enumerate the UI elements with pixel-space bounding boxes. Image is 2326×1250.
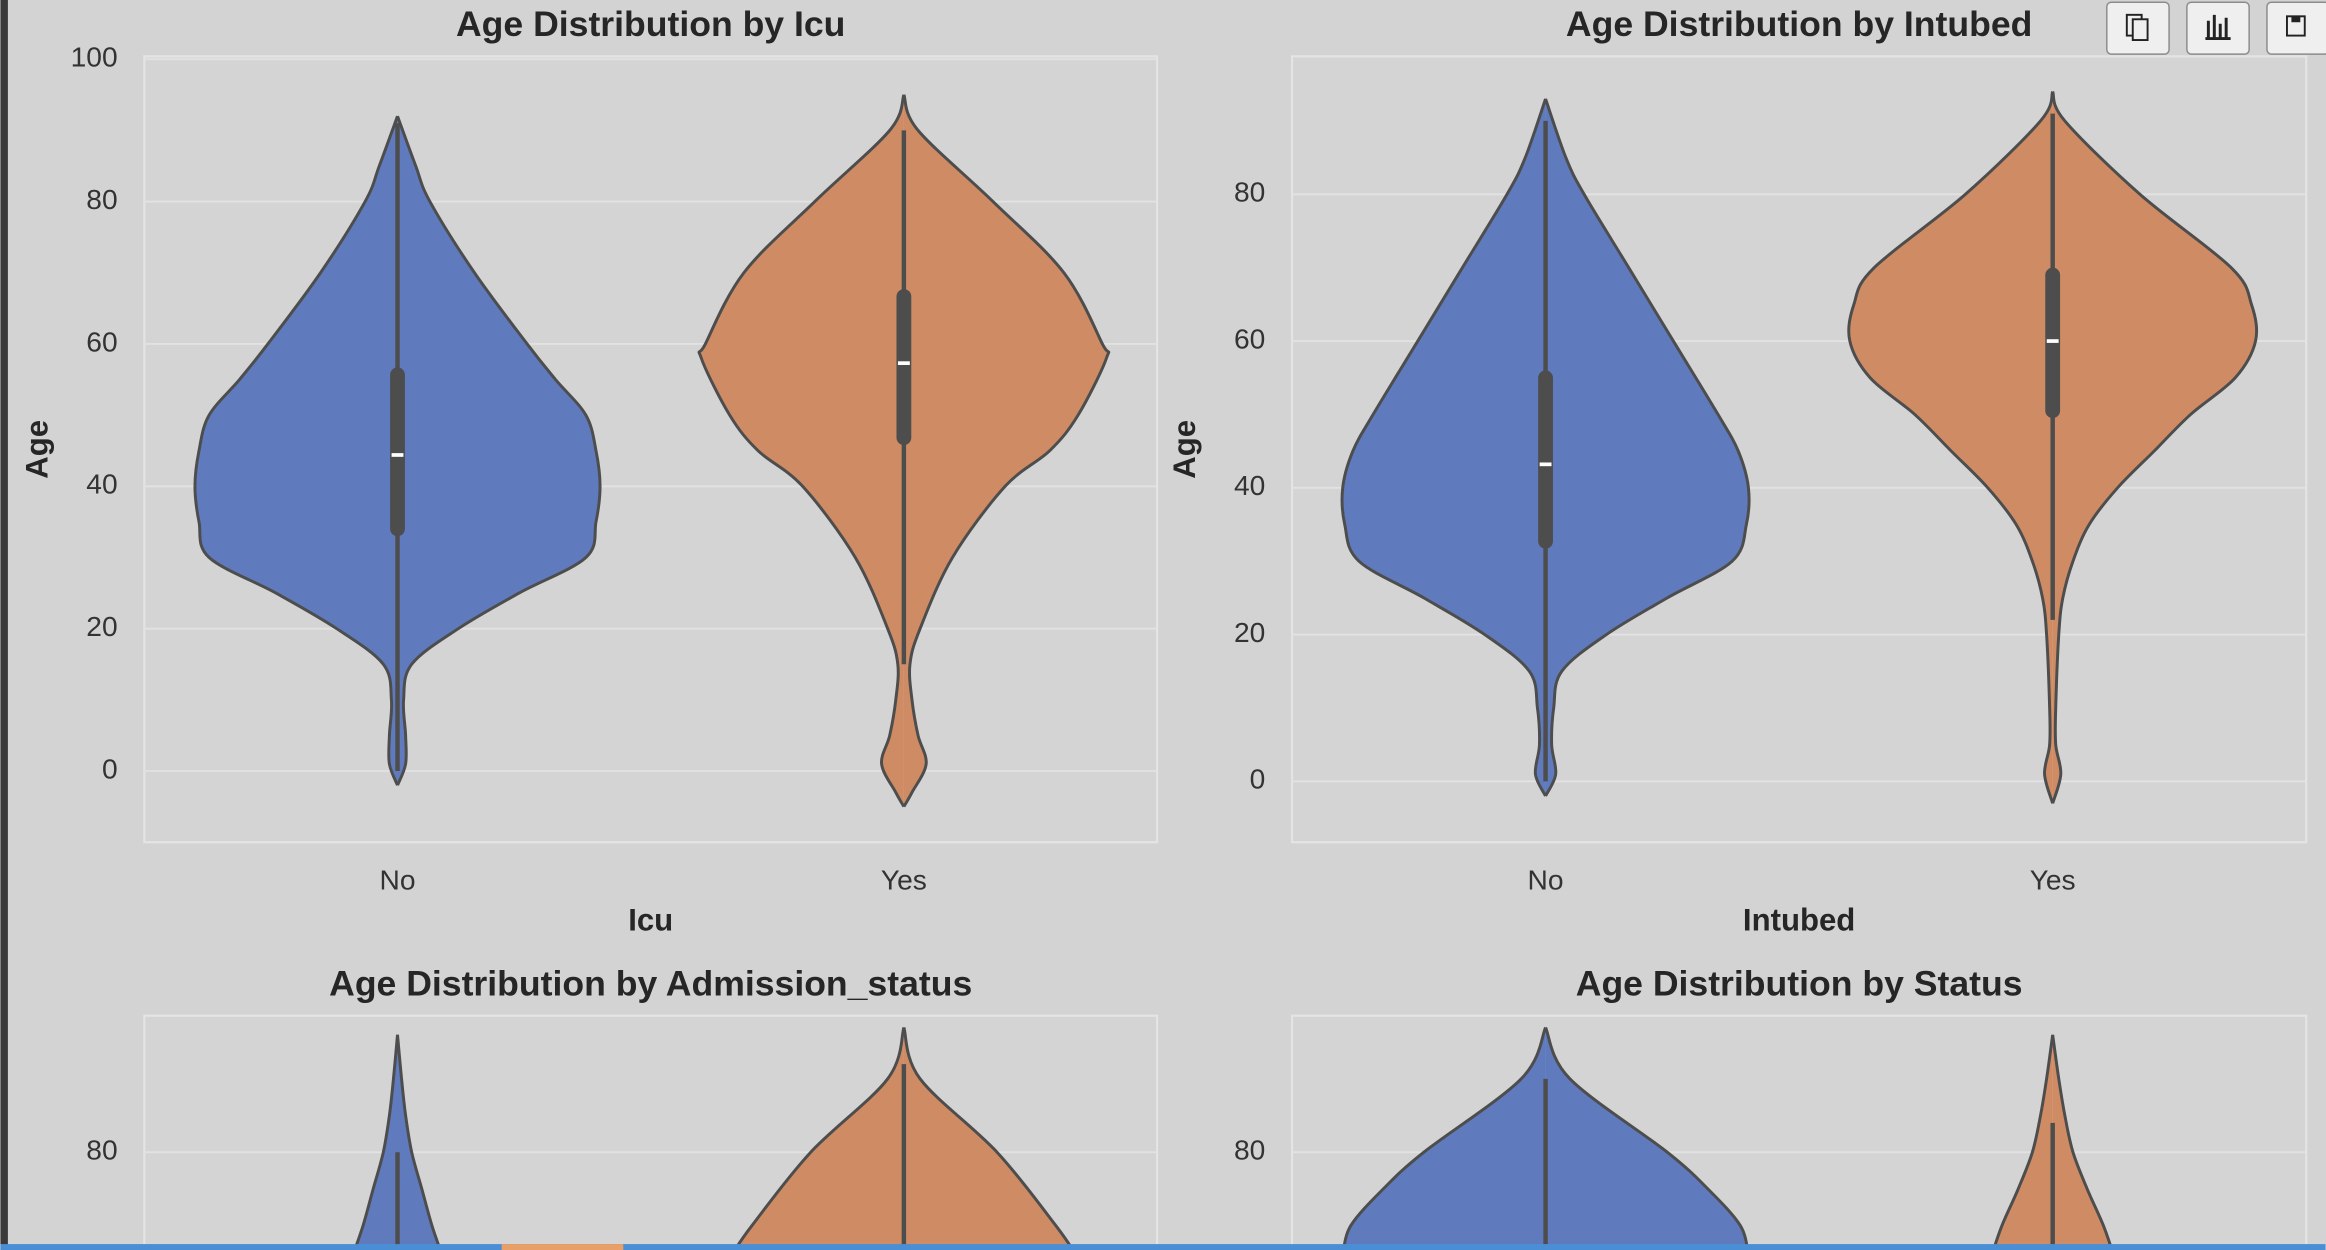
violin-outline	[396, 115, 602, 786]
violin-outline	[1544, 98, 1751, 797]
y-tick-label: 100	[71, 41, 118, 73]
chart-button[interactable]	[2186, 1, 2250, 55]
violin-half-fill	[397, 116, 601, 786]
x-tick-label: Yes	[2030, 864, 2076, 896]
chart: Age Distribution by Admission_status 80	[86, 963, 1159, 1250]
violin-outline	[1991, 1034, 2055, 1250]
violin-half-fill	[2052, 91, 2257, 804]
bottom-bar	[0, 1244, 2326, 1250]
y-axis-label: Age	[19, 420, 54, 479]
violin-half-fill	[1342, 98, 1546, 797]
chart: Age Distribution by Intubed 0 20 40 60 80 Intu…	[1167, 4, 2308, 938]
bottom-tab	[501, 1244, 624, 1250]
y-tick-label: 20	[1234, 616, 1265, 648]
chart-title: Age Distribution by Intubed	[1566, 4, 2032, 44]
y-tick-label: 40	[1234, 469, 1265, 501]
y-tick-label: 80	[86, 1134, 117, 1166]
y-tick-label: 20	[86, 610, 117, 642]
violin-outline	[353, 1034, 399, 1250]
violin-outline	[902, 94, 1111, 808]
chart: Age Distribution by Status 80	[1234, 963, 2308, 1250]
copy-button[interactable]	[2106, 1, 2170, 55]
violins	[353, 1027, 1075, 1250]
x-axis-label: Icu	[628, 903, 673, 938]
violins	[1340, 91, 2259, 804]
violin-outline	[1342, 1026, 1547, 1250]
y-tick-label: 80	[1234, 176, 1265, 208]
violin-outline	[902, 1027, 1075, 1250]
violin-outline	[193, 115, 399, 786]
plot-area	[143, 1014, 1159, 1250]
violin-outline	[697, 94, 906, 808]
x-axis-label: Intubed	[1743, 903, 1855, 938]
y-tick-label: 60	[1234, 322, 1265, 354]
y-axis-label: Age	[1167, 420, 1202, 479]
violin-half-fill	[698, 94, 904, 807]
y-tick-label: 80	[86, 183, 117, 215]
quartile-box	[390, 367, 405, 537]
chart-title: Age Distribution by Status	[1576, 963, 2023, 1003]
violin-outline	[733, 1027, 906, 1250]
violin-half-fill	[1993, 1034, 2053, 1250]
y-tick-label: 80	[1234, 1134, 1265, 1166]
violin-half-fill	[354, 1034, 398, 1250]
violin-half-fill	[903, 94, 1109, 807]
x-tick-label: Yes	[881, 864, 927, 896]
violin-outline	[1544, 1026, 1750, 1250]
y-tick-label: 0	[1250, 763, 1266, 795]
violin-half-fill	[1545, 98, 1750, 797]
violins	[1342, 1026, 2114, 1250]
violin-half-fill	[194, 116, 398, 786]
chart-title: Age Distribution by Admission_status	[329, 963, 972, 1003]
y-tick-label: 40	[86, 468, 117, 500]
left-edge	[0, 0, 8, 1250]
violin-outline	[1340, 98, 1547, 797]
chart-title: Age Distribution by Icu	[456, 4, 845, 44]
x-tick-label: No	[380, 864, 416, 896]
violin-half-fill	[1848, 91, 2053, 804]
violin-outline	[1847, 91, 2055, 804]
violin-half-fill	[397, 1034, 441, 1250]
save-button[interactable]	[2266, 1, 2326, 55]
violin-outline	[2051, 91, 2259, 804]
violin-outline	[396, 1034, 442, 1250]
toolbar	[2106, 1, 2326, 55]
violin-half-fill	[2052, 1034, 2112, 1250]
y-tick-label: 0	[102, 752, 118, 784]
violins	[193, 94, 1111, 808]
quartile-box	[896, 289, 912, 446]
x-tick-label: No	[1528, 864, 1564, 896]
chart: Age Distribution by Icu 0 20 40 60 80 100 Icu Ag…	[19, 4, 1159, 938]
quartile-box	[1538, 370, 1553, 549]
y-tick-label: 60	[86, 325, 117, 357]
charts: Age Distribution by Icu 0 20 40 60 80 100 Icu Ag…	[19, 4, 2308, 1250]
violin-outline	[2051, 1034, 2114, 1250]
